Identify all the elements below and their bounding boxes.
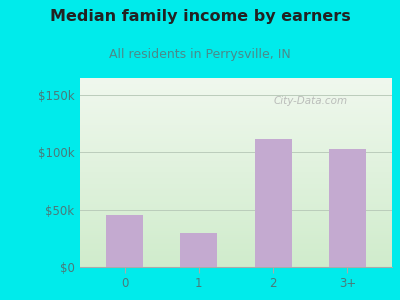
Bar xyxy=(254,139,292,267)
Bar xyxy=(106,215,143,267)
Text: All residents in Perrysville, IN: All residents in Perrysville, IN xyxy=(109,48,291,61)
Bar xyxy=(180,232,218,267)
Text: City-Data.com: City-Data.com xyxy=(274,96,348,106)
Bar xyxy=(329,149,366,267)
Text: Median family income by earners: Median family income by earners xyxy=(50,9,350,24)
